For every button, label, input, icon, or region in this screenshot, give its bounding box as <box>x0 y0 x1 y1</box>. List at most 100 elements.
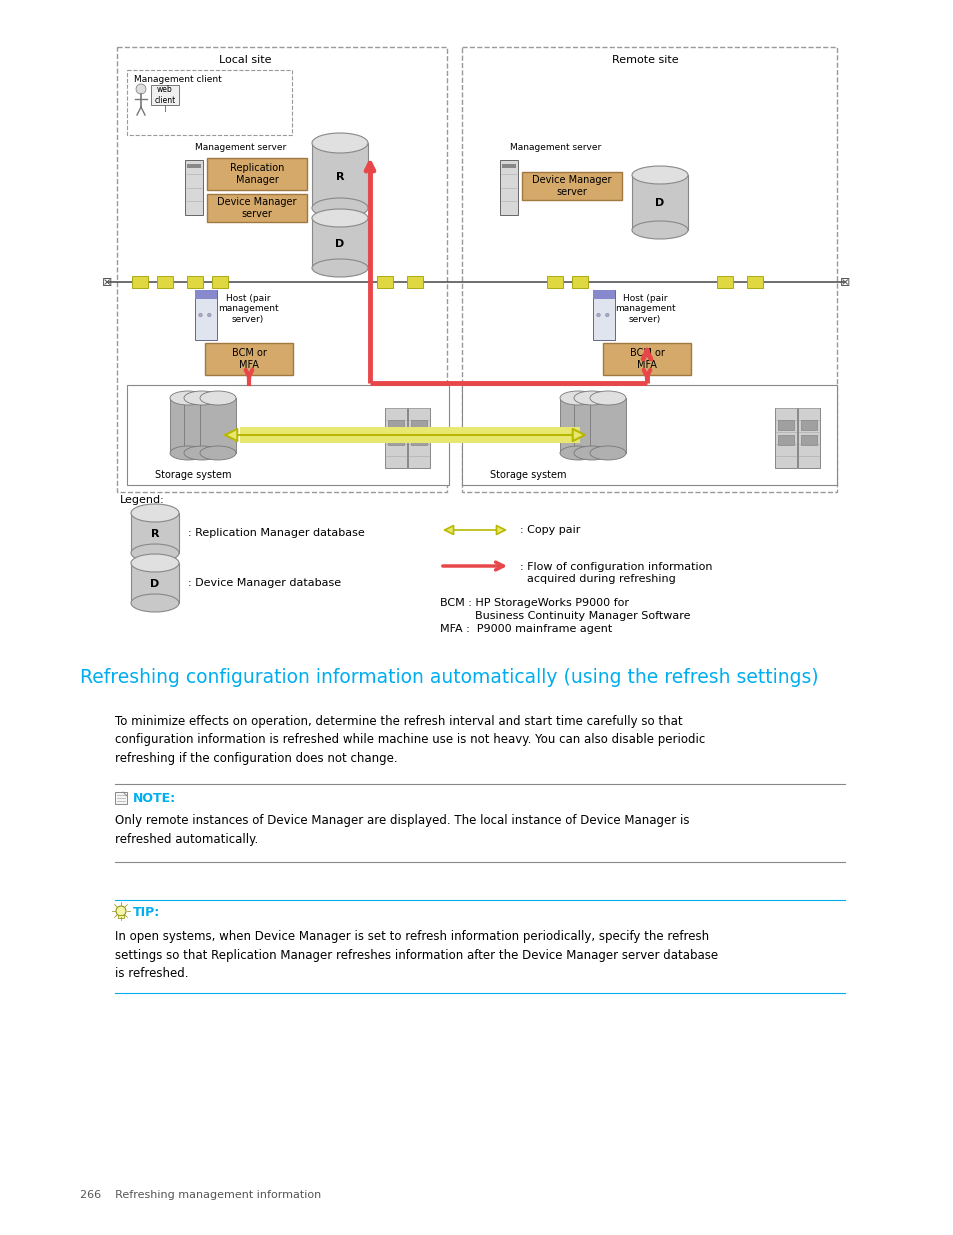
Bar <box>187 164 201 168</box>
Text: D: D <box>655 199 664 209</box>
Bar <box>546 275 562 288</box>
Text: Management client: Management client <box>133 75 221 84</box>
Bar <box>801 420 816 430</box>
Ellipse shape <box>131 504 179 522</box>
Text: Local site: Local site <box>218 56 271 65</box>
Bar <box>593 290 615 299</box>
Text: Host (pair
management
server): Host (pair management server) <box>614 294 675 324</box>
Circle shape <box>116 906 126 916</box>
Bar <box>117 47 447 492</box>
Text: NOTE:: NOTE: <box>132 793 176 805</box>
Bar <box>131 513 179 553</box>
Ellipse shape <box>559 391 596 405</box>
Bar <box>200 398 235 453</box>
Ellipse shape <box>131 543 179 562</box>
Text: Legend:: Legend: <box>120 495 165 505</box>
Bar <box>157 275 172 288</box>
Ellipse shape <box>574 391 609 405</box>
Circle shape <box>605 314 608 316</box>
Bar <box>521 172 621 200</box>
Bar <box>408 408 430 468</box>
Text: Host (pair
management
server): Host (pair management server) <box>217 294 278 324</box>
Bar <box>240 427 579 443</box>
Bar <box>207 194 307 222</box>
Bar <box>194 290 216 299</box>
Bar <box>212 275 228 288</box>
Bar <box>376 275 393 288</box>
Bar <box>501 164 516 168</box>
Text: Device Manager
server: Device Manager server <box>217 196 296 219</box>
Bar <box>388 420 403 430</box>
Bar <box>411 420 427 430</box>
Bar <box>194 290 216 340</box>
Text: web
client: web client <box>154 85 175 105</box>
Text: Management server: Management server <box>510 143 600 152</box>
Text: : Copy pair: : Copy pair <box>519 525 579 535</box>
Bar <box>559 398 596 453</box>
Ellipse shape <box>559 446 596 459</box>
Ellipse shape <box>574 446 609 459</box>
Circle shape <box>136 84 146 94</box>
Bar <box>602 343 690 375</box>
Text: : Replication Manager database: : Replication Manager database <box>188 529 364 538</box>
Text: R: R <box>335 172 344 182</box>
Ellipse shape <box>131 555 179 572</box>
Text: ⊠: ⊠ <box>839 275 849 289</box>
Text: BCM or
MFA: BCM or MFA <box>232 348 266 370</box>
Bar <box>115 792 127 804</box>
Text: : Device Manager database: : Device Manager database <box>188 578 341 588</box>
Bar <box>127 385 449 485</box>
Bar <box>151 85 179 105</box>
Bar <box>312 143 368 207</box>
Circle shape <box>198 314 202 316</box>
Bar <box>801 435 816 445</box>
Bar <box>797 408 820 468</box>
Ellipse shape <box>312 259 368 277</box>
Bar <box>132 275 148 288</box>
Bar <box>407 275 422 288</box>
Ellipse shape <box>184 391 220 405</box>
Text: Refreshing configuration information automatically (using the refresh settings): Refreshing configuration information aut… <box>80 668 818 687</box>
Bar <box>572 275 587 288</box>
Ellipse shape <box>170 391 206 405</box>
Bar <box>385 408 407 468</box>
Ellipse shape <box>170 446 206 459</box>
Text: BCM or
MFA: BCM or MFA <box>629 348 663 370</box>
Text: TIP:: TIP: <box>132 906 160 920</box>
Bar <box>746 275 762 288</box>
Bar <box>499 161 517 215</box>
Ellipse shape <box>200 446 235 459</box>
Text: D: D <box>151 579 159 589</box>
Ellipse shape <box>631 165 687 184</box>
Bar <box>118 915 124 918</box>
Text: 266    Refreshing management information: 266 Refreshing management information <box>80 1191 321 1200</box>
Text: ⊠: ⊠ <box>102 275 112 289</box>
Text: D: D <box>335 238 344 249</box>
FancyArrowPatch shape <box>444 526 505 535</box>
Circle shape <box>208 314 211 316</box>
Text: Only remote instances of Device Manager are displayed. The local instance of Dev: Only remote instances of Device Manager … <box>115 814 689 846</box>
Ellipse shape <box>589 391 625 405</box>
Bar <box>778 435 793 445</box>
FancyArrowPatch shape <box>225 429 584 441</box>
Text: Remote site: Remote site <box>611 56 678 65</box>
Bar <box>774 408 796 468</box>
Text: Management server: Management server <box>194 143 286 152</box>
Bar <box>131 563 179 603</box>
Text: Storage system: Storage system <box>490 471 566 480</box>
Text: Device Manager
server: Device Manager server <box>532 175 611 198</box>
Ellipse shape <box>589 446 625 459</box>
Bar <box>170 398 206 453</box>
Bar <box>589 398 625 453</box>
Text: To minimize effects on operation, determine the refresh interval and start time : To minimize effects on operation, determ… <box>115 715 704 764</box>
Ellipse shape <box>312 209 368 227</box>
Bar <box>411 435 427 445</box>
Bar <box>778 420 793 430</box>
Circle shape <box>597 314 599 316</box>
Bar <box>631 175 687 230</box>
Text: Replication
Manager: Replication Manager <box>230 163 284 185</box>
Bar <box>185 161 203 215</box>
Bar <box>388 435 403 445</box>
Ellipse shape <box>131 594 179 613</box>
Bar <box>461 47 836 492</box>
